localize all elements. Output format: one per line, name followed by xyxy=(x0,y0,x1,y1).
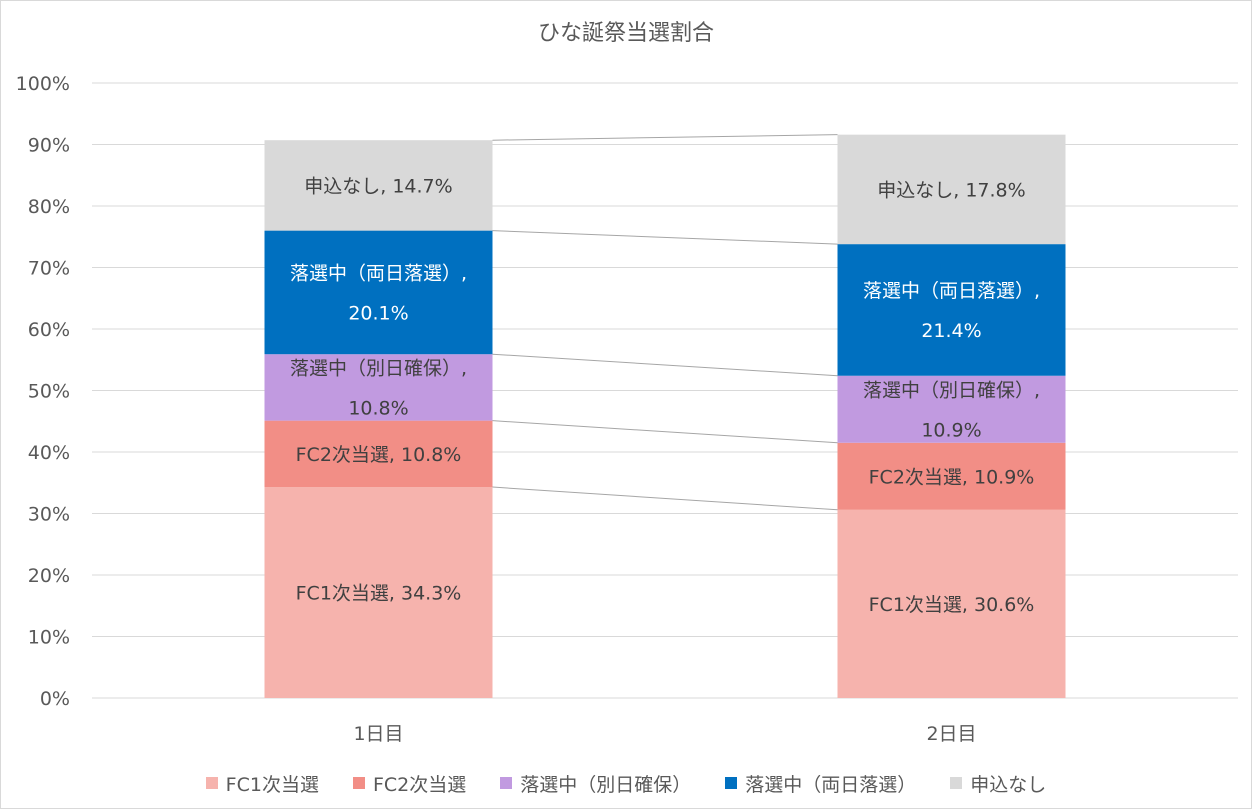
legend-item: 落選中（両日落選） xyxy=(725,770,916,797)
data-label: 21.4% xyxy=(921,320,981,342)
legend-item: 申込なし xyxy=(950,770,1046,797)
legend: FC1次当選 FC2次当選 落選中（別日確保） 落選中（両日落選） 申込なし xyxy=(0,768,1252,798)
bar-segment xyxy=(837,244,1066,376)
x-tick-label: 2日目 xyxy=(926,723,976,745)
series-connector-lines xyxy=(492,134,838,511)
data-label: FC2次当選, 10.9% xyxy=(869,466,1035,488)
legend-item: 落選中（別日確保） xyxy=(500,770,691,797)
y-tick-label: 70% xyxy=(28,258,70,280)
data-labels: FC1次当選, 34.3% FC1次当選, 30.6% FC2次当選, 10.8% F… xyxy=(290,175,1040,616)
y-tick-label: 40% xyxy=(28,442,70,464)
legend-swatch xyxy=(725,777,738,789)
y-tick-label: 20% xyxy=(28,565,70,587)
chart-title: ひな誕祭当選割合 xyxy=(538,21,714,46)
legend-item: FC2次当選 xyxy=(352,770,467,797)
y-tick-label: 10% xyxy=(28,627,70,649)
data-label: 落選中（別日確保）, xyxy=(863,379,1040,401)
connector-line xyxy=(492,353,838,377)
x-tick-label: 1日目 xyxy=(353,723,403,745)
legend-item: FC1次当選 xyxy=(205,770,319,797)
legend-label: FC1次当選 xyxy=(225,773,319,796)
connector-line xyxy=(492,420,838,444)
y-axis: 0% 10% 20% 30% 40% 50% 60% 70% 80% 90% 100% xyxy=(16,73,70,710)
data-label: FC1次当選, 34.3% xyxy=(296,583,462,605)
connector-line xyxy=(492,230,838,245)
connector-line xyxy=(492,134,838,141)
bar-segment xyxy=(264,354,493,421)
bar-segment xyxy=(837,134,1066,245)
data-label: 落選中（両日落選）, xyxy=(290,262,467,284)
grid-lines xyxy=(92,82,1238,699)
data-label: FC2次当選, 10.8% xyxy=(296,444,462,466)
bar-segment xyxy=(264,140,493,231)
y-tick-label: 50% xyxy=(28,381,70,403)
data-label: 10.9% xyxy=(921,419,981,441)
data-label: 落選中（別日確保）, xyxy=(290,357,467,379)
bar-segment xyxy=(837,442,1066,510)
y-tick-label: 60% xyxy=(28,319,70,341)
legend-label: 落選中（別日確保） xyxy=(520,773,692,796)
legend-swatch xyxy=(352,777,365,789)
data-label: 10.8% xyxy=(348,397,408,419)
y-tick-label: 100% xyxy=(16,73,70,95)
legend-swatch xyxy=(205,777,218,789)
bar-segment xyxy=(837,375,1066,443)
y-tick-label: 30% xyxy=(28,504,70,526)
data-label: 申込なし, 17.8% xyxy=(877,179,1025,201)
legend-label: 申込なし xyxy=(970,773,1047,796)
legend-swatch xyxy=(950,777,963,789)
connector-line xyxy=(492,486,838,511)
bar-segments xyxy=(264,134,1066,698)
y-tick-label: 90% xyxy=(28,135,70,157)
data-label: 申込なし, 14.7% xyxy=(304,175,452,197)
data-label: 落選中（両日落選）, xyxy=(863,280,1040,302)
x-axis: 1日目 2日目 xyxy=(353,723,976,745)
bar-segment xyxy=(264,230,493,355)
legend-label: 落選中（両日落選） xyxy=(745,773,917,796)
data-label: FC1次当選, 30.6% xyxy=(869,594,1035,616)
bar-segment xyxy=(264,420,493,488)
legend-swatch xyxy=(500,777,513,789)
bar-segment xyxy=(264,487,493,698)
y-tick-label: 0% xyxy=(40,688,70,710)
data-label: 20.1% xyxy=(348,302,408,324)
legend-label: FC2次当選 xyxy=(372,773,467,796)
bar-segment xyxy=(837,509,1066,698)
y-tick-label: 80% xyxy=(28,196,70,218)
